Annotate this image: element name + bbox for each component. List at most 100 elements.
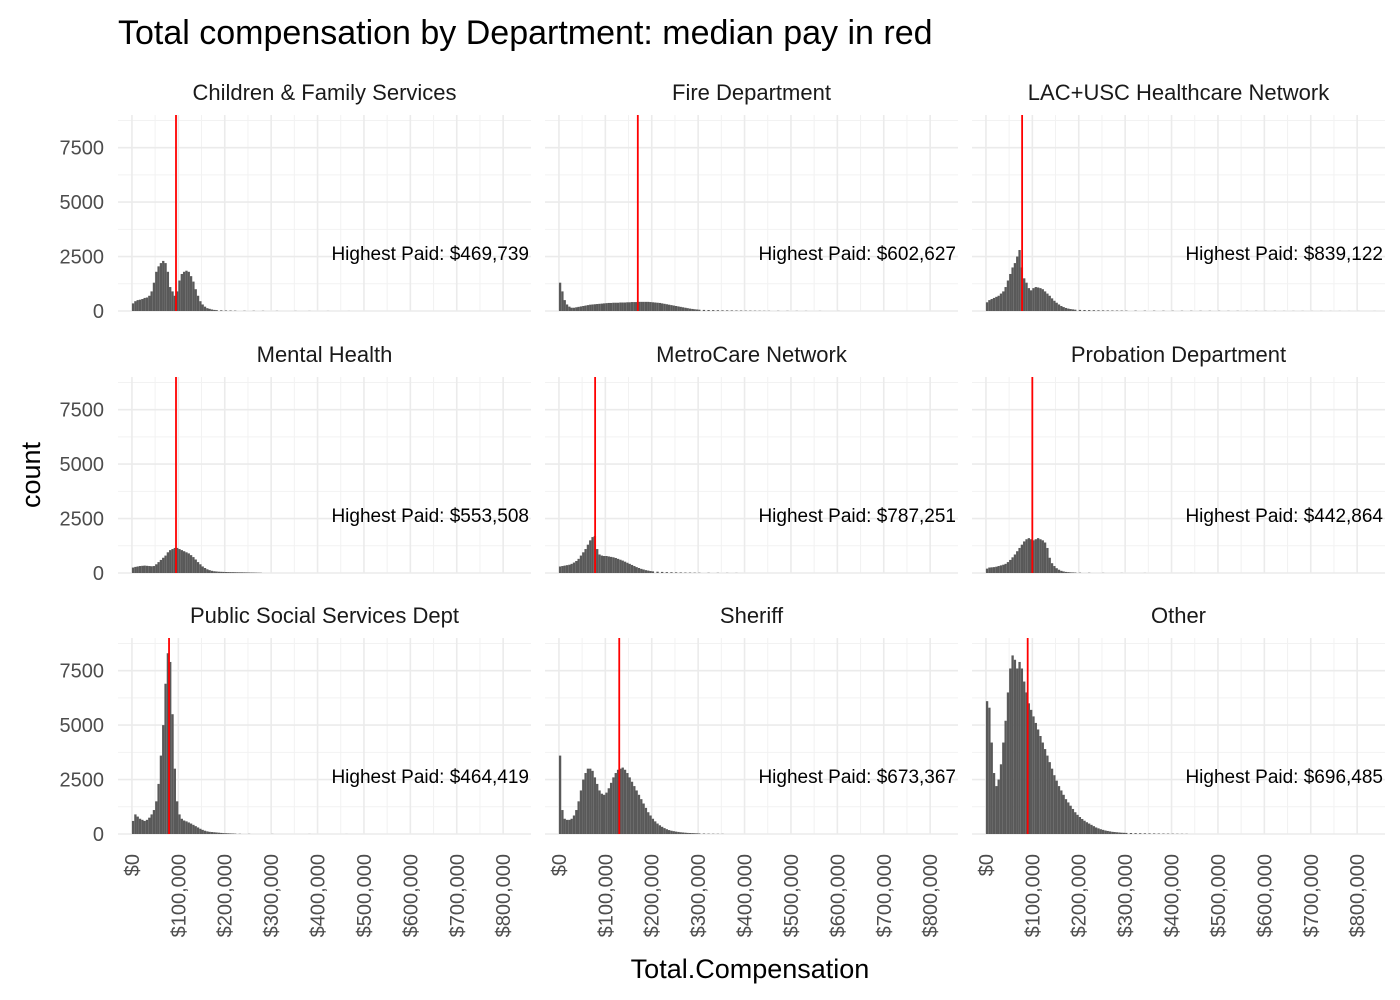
histogram-bar (1016, 551, 1019, 573)
histogram-bar (150, 814, 153, 834)
histogram-bar (189, 823, 193, 834)
histogram-bar (201, 566, 204, 573)
histogram-bar (672, 305, 675, 311)
histogram-bar (693, 309, 696, 311)
histogram-bar (686, 308, 689, 311)
facet-strip-label: Mental Health (257, 342, 393, 367)
histogram-bar (579, 790, 583, 834)
histogram-bar (635, 790, 638, 834)
histogram-bar (661, 826, 664, 834)
histogram-bar (1092, 310, 1095, 311)
histogram-bar (582, 552, 585, 573)
histogram-bar (180, 273, 183, 311)
histogram-bar (1071, 572, 1075, 573)
histogram-bar (131, 567, 135, 573)
histogram-bar (1046, 293, 1049, 311)
histogram-bar (633, 786, 636, 834)
histogram-bar (141, 819, 144, 834)
histogram-bar (1006, 280, 1010, 311)
histogram-bar (654, 821, 657, 834)
histogram-bar (1016, 668, 1019, 834)
histogram-bar (192, 824, 195, 834)
histogram-bar (155, 564, 158, 573)
histogram-bar (619, 768, 622, 834)
histogram-bar (582, 779, 585, 834)
histogram-bar (1011, 267, 1014, 311)
histogram-bar (1041, 742, 1044, 834)
histogram-bar (162, 260, 165, 311)
histogram-bar (656, 823, 659, 834)
histogram-bar (166, 271, 170, 311)
histogram-bar (712, 310, 715, 311)
histogram-bar (1050, 563, 1054, 573)
histogram-bar (166, 552, 170, 573)
histogram-bar (220, 310, 223, 311)
histogram-bar (1032, 540, 1035, 573)
x-tick-label: $800,000 (920, 854, 942, 937)
histogram-bar (1043, 291, 1047, 311)
histogram-bar (1043, 542, 1047, 573)
histogram-bar (600, 303, 604, 311)
histogram-bar (1034, 539, 1037, 573)
histogram-bar (1092, 826, 1095, 834)
histogram-bar (605, 303, 608, 311)
x-tick-label: $700,000 (874, 854, 896, 937)
histogram-bar (1113, 832, 1116, 834)
histogram-bar (670, 305, 673, 311)
histogram-bar (688, 833, 692, 834)
histogram-bar (603, 556, 606, 573)
histogram-bar (1060, 570, 1063, 573)
histogram-bar (681, 832, 685, 834)
histogram-bar (637, 794, 641, 834)
histogram-bar (1053, 300, 1056, 311)
histogram-bar (155, 801, 158, 834)
y-tick-label: 5000 (60, 192, 105, 214)
histogram-bar (628, 777, 631, 834)
histogram-bar (201, 304, 204, 311)
histogram-bar (605, 556, 608, 573)
histogram-bar (563, 818, 566, 834)
histogram-bar (1057, 569, 1061, 573)
histogram-bar (647, 812, 650, 834)
histogram-bar (171, 714, 174, 834)
histogram-bar (695, 309, 699, 311)
histogram-bar (1048, 762, 1051, 834)
histogram-bar (672, 831, 675, 834)
histogram-bar (210, 570, 214, 573)
histogram-bar (1069, 309, 1072, 311)
y-tick-label: 0 (93, 563, 104, 585)
histogram-bar (1023, 278, 1026, 311)
histogram-bar (164, 683, 167, 834)
histogram-bar (730, 310, 733, 311)
histogram-bar (1104, 830, 1107, 834)
histogram-bar (990, 742, 993, 834)
histogram-bar (1078, 309, 1082, 311)
histogram-bar (1078, 817, 1082, 834)
histogram-bar (663, 828, 666, 834)
histogram-bar (988, 567, 991, 573)
histogram-bar (1027, 703, 1031, 834)
histogram-bar (1006, 562, 1010, 573)
histogram-bar (702, 309, 706, 311)
facet-strip-label: LAC+USC Healthcare Network (1028, 80, 1330, 105)
histogram-bar (185, 552, 188, 573)
y-tick-label: 0 (93, 301, 104, 323)
histogram-bar (1011, 557, 1014, 573)
histogram-bar (166, 653, 170, 834)
histogram-bar (1101, 829, 1105, 834)
histogram-bar (206, 831, 209, 834)
histogram-bar (579, 306, 583, 311)
y-tick-label: 0 (93, 824, 104, 846)
histogram-bar (182, 820, 186, 834)
histogram-bar (208, 831, 211, 834)
histogram-bar (586, 305, 590, 311)
histogram-bar (194, 826, 197, 834)
histogram-bar (173, 547, 177, 573)
histogram-bar (665, 304, 668, 311)
histogram-bar (572, 307, 576, 311)
histogram-bar (1139, 833, 1142, 834)
histogram-bar (1097, 310, 1100, 311)
histogram-bar (159, 755, 163, 834)
histogram-bar (1030, 290, 1033, 311)
facet-panel: LAC+USC Healthcare Network Highest Paid: … (972, 80, 1385, 312)
